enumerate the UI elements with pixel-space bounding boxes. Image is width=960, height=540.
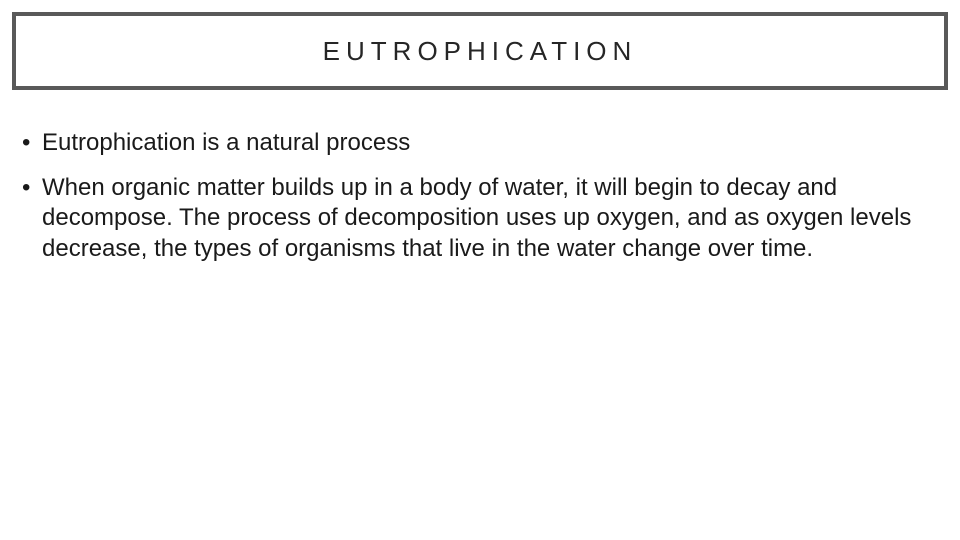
bullet-list: Eutrophication is a natural process When…: [20, 128, 940, 265]
slide: EUTROPHICATION Eutrophication is a natur…: [0, 0, 960, 540]
bullet-item: Eutrophication is a natural process: [20, 128, 940, 159]
slide-title: EUTROPHICATION: [323, 36, 638, 67]
title-box: EUTROPHICATION: [12, 12, 948, 90]
slide-body: Eutrophication is a natural process When…: [20, 128, 940, 279]
bullet-item: When organic matter builds up in a body …: [20, 173, 940, 265]
